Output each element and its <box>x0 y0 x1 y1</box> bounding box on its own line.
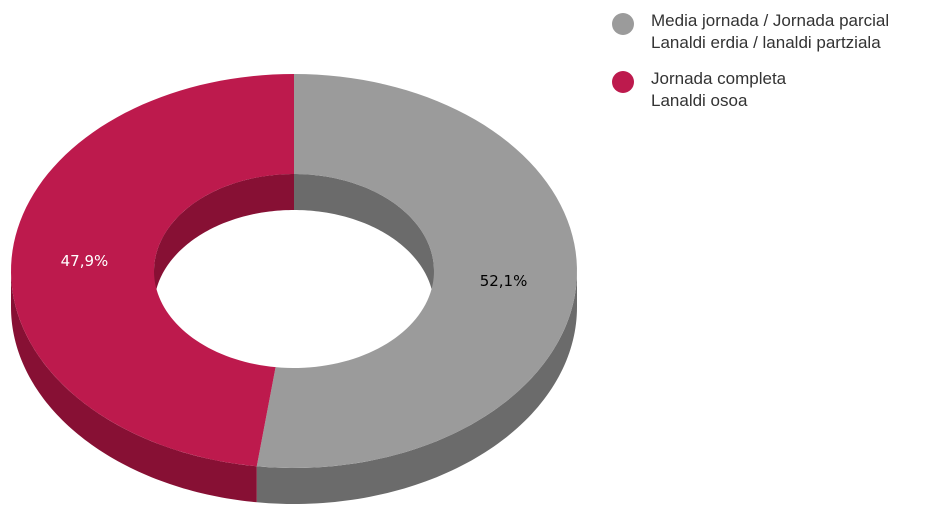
legend-item-full-time: Jornada completa Lanaldi osoa <box>612 68 932 112</box>
legend-label-part-time-line-1: Media jornada / Jornada parcial <box>651 11 890 30</box>
slice-outer-wall-part-time <box>256 271 577 504</box>
donut-side-walls <box>11 174 577 504</box>
slice-label-part-time: 52,1% <box>480 272 528 290</box>
slice-inner-wall-part-time <box>294 174 434 307</box>
slice-inner-wall-full-time <box>154 174 294 307</box>
donut-top-faces <box>11 74 577 468</box>
slice-label-full-time: 47,9% <box>61 252 109 270</box>
legend-swatch-full-time <box>612 71 634 93</box>
donut-data-labels: 52,1% 47,9% <box>61 252 528 290</box>
legend-label-full-time-line-1: Jornada completa <box>651 69 787 88</box>
legend-item-part-time: Media jornada / Jornada parcial Lanaldi … <box>612 10 932 54</box>
legend-swatch-part-time <box>612 13 634 35</box>
legend-label-full-time-line-2: Lanaldi osoa <box>651 91 748 110</box>
chart-legend: Media jornada / Jornada parcial Lanaldi … <box>612 10 932 126</box>
slice-top-full-time <box>11 74 294 467</box>
legend-label-part-time: Media jornada / Jornada parcial Lanaldi … <box>651 10 889 54</box>
slice-top-part-time <box>256 74 577 468</box>
legend-label-part-time-line-2: Lanaldi erdia / lanaldi partziala <box>651 33 881 52</box>
legend-label-full-time: Jornada completa Lanaldi osoa <box>651 68 786 112</box>
slice-outer-wall-full-time <box>11 271 257 503</box>
